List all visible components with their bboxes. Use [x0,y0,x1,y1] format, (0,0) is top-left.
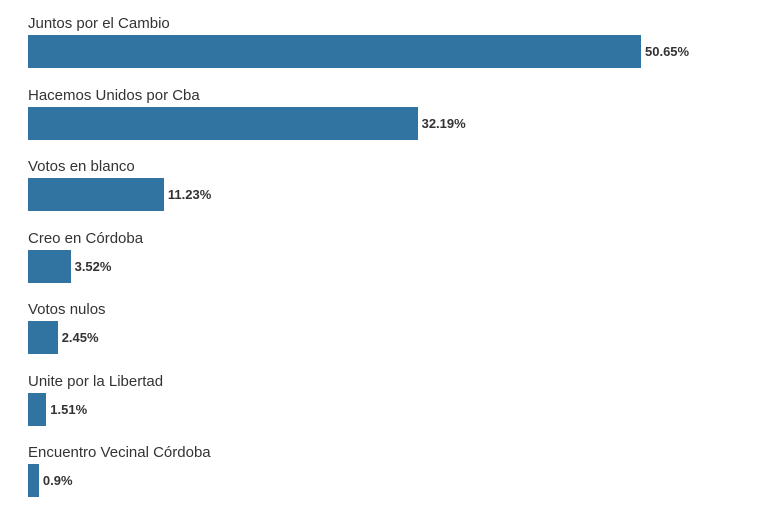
category-label: Encuentro Vecinal Córdoba [28,444,211,461]
value-label: 32.19% [421,115,466,131]
category-label: Votos nulos [28,301,106,318]
category-label: Unite por la Libertad [28,372,164,390]
category-label: Juntos por el Cambio [28,15,170,32]
value-label: 3.52% [74,258,112,274]
category-label: Creo en Córdoba [28,229,144,247]
category-label: Votos en blanco [28,158,135,175]
category-label: Hacemos Unidos por Cba [28,86,200,104]
bar [28,392,47,426]
value-label: 0.9% [42,473,73,488]
bar [28,106,418,140]
value-label: 50.65% [645,44,690,59]
value-label: 11.23% [167,187,212,202]
value-label: 1.51% [50,401,88,417]
value-label: 2.45% [61,330,99,345]
bar [28,35,641,68]
bar [28,464,39,497]
bar [28,249,71,283]
bar [28,321,58,354]
bar [28,178,164,211]
